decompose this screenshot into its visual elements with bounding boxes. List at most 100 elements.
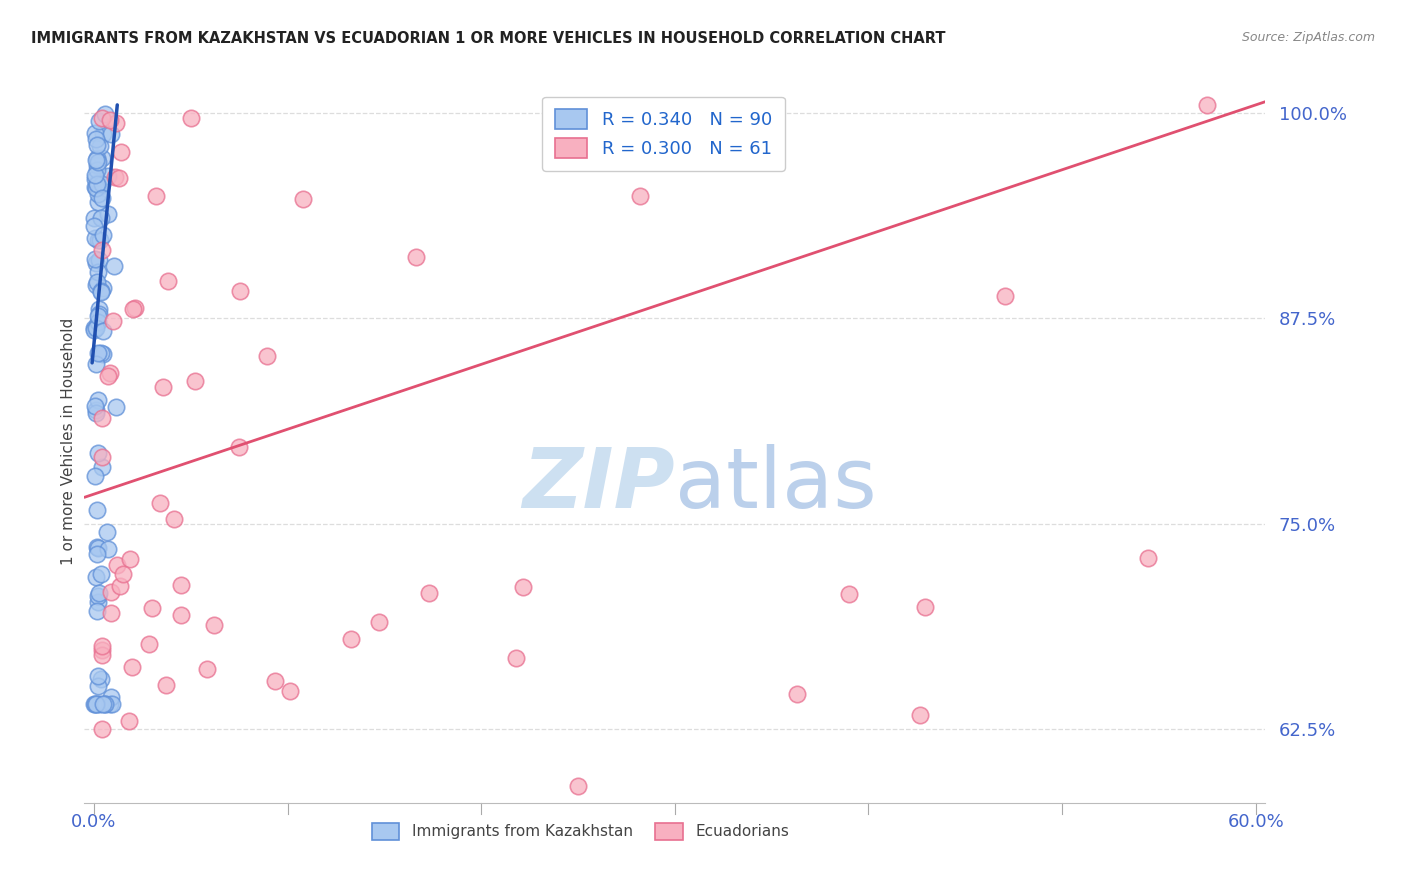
Point bbox=[90, 450, 112, 465]
Point bbox=[155, 678, 177, 692]
Point bbox=[124, 301, 146, 316]
Point bbox=[90, 639, 112, 653]
Point bbox=[110, 145, 132, 160]
Point bbox=[90, 211, 112, 225]
Point bbox=[228, 440, 250, 454]
Point bbox=[91, 281, 114, 295]
Point bbox=[84, 277, 107, 292]
Point bbox=[145, 189, 167, 203]
Point bbox=[83, 127, 105, 141]
Point bbox=[149, 496, 172, 510]
Point bbox=[121, 660, 143, 674]
Text: Source: ZipAtlas.com: Source: ZipAtlas.com bbox=[1241, 31, 1375, 45]
Point bbox=[339, 632, 361, 646]
Point bbox=[90, 284, 112, 298]
Point bbox=[86, 698, 108, 712]
Point bbox=[83, 320, 105, 334]
Point bbox=[87, 445, 110, 459]
Point bbox=[152, 380, 174, 394]
Point bbox=[87, 679, 110, 693]
Point bbox=[87, 155, 110, 169]
Point bbox=[418, 586, 440, 600]
Point bbox=[405, 250, 427, 264]
Point bbox=[86, 194, 108, 209]
Point bbox=[86, 541, 108, 555]
Point bbox=[91, 128, 114, 142]
Point bbox=[184, 374, 207, 388]
Point bbox=[84, 399, 107, 413]
Point bbox=[264, 673, 287, 688]
Point bbox=[87, 114, 110, 128]
Point bbox=[101, 698, 124, 712]
Point bbox=[83, 179, 105, 194]
Point bbox=[87, 233, 110, 247]
Point bbox=[141, 601, 163, 615]
Point bbox=[100, 690, 122, 704]
Point bbox=[908, 708, 931, 723]
Point bbox=[90, 722, 112, 736]
Point bbox=[84, 569, 107, 583]
Point bbox=[86, 175, 108, 189]
Point bbox=[170, 578, 193, 592]
Point bbox=[86, 346, 108, 360]
Point bbox=[86, 698, 108, 712]
Point bbox=[84, 406, 107, 420]
Point bbox=[86, 275, 108, 289]
Point bbox=[86, 138, 108, 153]
Point bbox=[163, 512, 186, 526]
Point bbox=[87, 302, 110, 317]
Point bbox=[83, 698, 105, 712]
Point bbox=[121, 301, 143, 316]
Point bbox=[89, 233, 111, 247]
Point bbox=[103, 259, 125, 273]
Point bbox=[86, 589, 108, 603]
Point bbox=[98, 366, 121, 380]
Point bbox=[96, 524, 118, 539]
Point bbox=[628, 188, 651, 202]
Point bbox=[91, 698, 114, 712]
Point bbox=[86, 151, 108, 165]
Point bbox=[994, 289, 1017, 303]
Point bbox=[87, 393, 110, 408]
Text: IMMIGRANTS FROM KAZAKHSTAN VS ECUADORIAN 1 OR MORE VEHICLES IN HOUSEHOLD CORRELA: IMMIGRANTS FROM KAZAKHSTAN VS ECUADORIAN… bbox=[31, 31, 945, 46]
Point bbox=[90, 566, 112, 581]
Point bbox=[86, 153, 108, 167]
Point bbox=[86, 159, 108, 173]
Point bbox=[278, 683, 301, 698]
Point bbox=[90, 285, 112, 300]
Point bbox=[90, 111, 112, 125]
Point bbox=[84, 402, 107, 417]
Point bbox=[84, 231, 107, 245]
Text: ZIP: ZIP bbox=[522, 444, 675, 525]
Point bbox=[86, 309, 108, 323]
Point bbox=[97, 207, 120, 221]
Point bbox=[83, 323, 105, 337]
Point bbox=[118, 552, 141, 566]
Point bbox=[90, 648, 112, 662]
Point bbox=[202, 617, 225, 632]
Point bbox=[91, 460, 114, 475]
Point bbox=[86, 177, 108, 191]
Point bbox=[1137, 551, 1160, 566]
Point bbox=[368, 615, 391, 629]
Point bbox=[90, 191, 112, 205]
Point bbox=[97, 169, 120, 184]
Point bbox=[94, 107, 117, 121]
Point bbox=[83, 211, 105, 226]
Point bbox=[100, 585, 122, 599]
Point bbox=[838, 586, 860, 600]
Point bbox=[87, 252, 110, 267]
Point bbox=[84, 321, 107, 335]
Point bbox=[786, 687, 808, 701]
Point bbox=[84, 181, 107, 195]
Text: atlas: atlas bbox=[675, 444, 876, 525]
Point bbox=[86, 605, 108, 619]
Point bbox=[105, 558, 128, 572]
Point bbox=[90, 177, 112, 191]
Point bbox=[914, 599, 936, 614]
Point bbox=[97, 368, 120, 383]
Point bbox=[90, 410, 112, 425]
Point bbox=[108, 171, 131, 186]
Point bbox=[86, 547, 108, 561]
Point bbox=[291, 192, 314, 206]
